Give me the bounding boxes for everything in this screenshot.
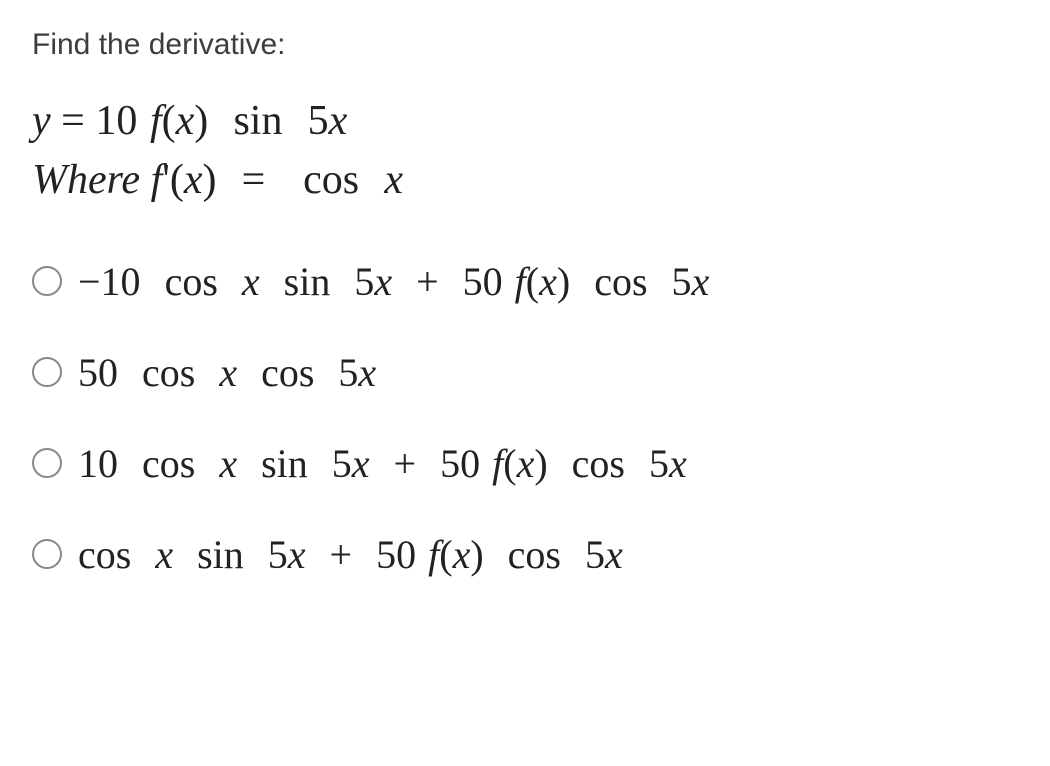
equation-block: y = 10f(x)sin5x Where f'(x)=cosx: [32, 92, 1018, 210]
option-text: cosxsin5x+50f(x)cos5x: [78, 531, 623, 578]
equation-main: y = 10f(x)sin5x: [32, 92, 1018, 151]
option-text: −10cosxsin5x+50f(x)cos5x: [78, 258, 709, 305]
equation-where: Where f'(x)=cosx: [32, 151, 1018, 210]
radio-icon[interactable]: [32, 357, 62, 387]
option-a[interactable]: −10cosxsin5x+50f(x)cos5x: [32, 258, 1018, 305]
radio-icon[interactable]: [32, 539, 62, 569]
option-d[interactable]: cosxsin5x+50f(x)cos5x: [32, 531, 1018, 578]
option-text: 10cosxsin5x+50f(x)cos5x: [78, 440, 687, 487]
option-c[interactable]: 10cosxsin5x+50f(x)cos5x: [32, 440, 1018, 487]
options-list: −10cosxsin5x+50f(x)cos5x 50cosxcos5x 10c…: [32, 258, 1018, 578]
option-text: 50cosxcos5x: [78, 349, 376, 396]
question-prompt: Find the derivative:: [32, 28, 1018, 62]
option-b[interactable]: 50cosxcos5x: [32, 349, 1018, 396]
radio-icon[interactable]: [32, 266, 62, 296]
radio-icon[interactable]: [32, 448, 62, 478]
